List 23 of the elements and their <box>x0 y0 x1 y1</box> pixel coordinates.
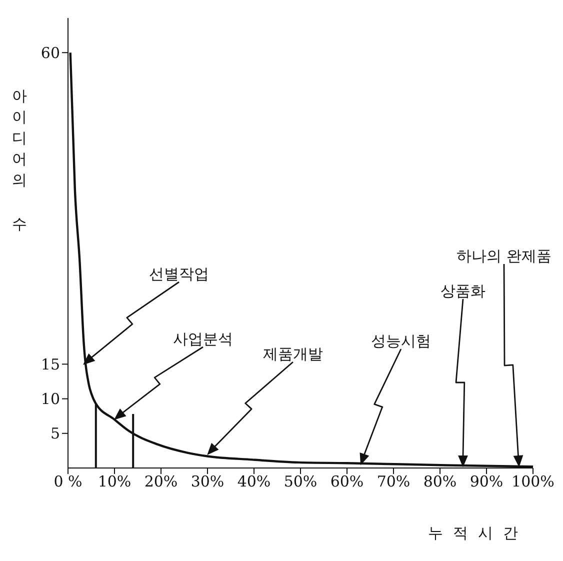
x-tick-label: 70% <box>376 472 410 491</box>
x-tick-label: 90% <box>470 472 504 491</box>
annotation: 사업분석 <box>173 330 233 348</box>
x-tick-label: 60% <box>330 472 364 491</box>
x-tick-label: 50% <box>284 472 318 491</box>
annotation: 하나의 완제품 <box>456 247 552 265</box>
x-tick-label: 40% <box>237 472 271 491</box>
x-tick-label: 10% <box>98 472 132 491</box>
x-axis-title: 누적시간 <box>428 524 528 542</box>
y-tick-label: 10 <box>40 390 60 408</box>
y-tick-label: 15 <box>40 355 60 374</box>
annotation: 상품화 <box>440 282 486 300</box>
x-tick-label: 30% <box>190 472 224 491</box>
annotation: 제품개발 <box>263 345 323 363</box>
annotation: 선별작업 <box>149 265 209 283</box>
x-tick-label: 100% <box>512 472 554 491</box>
annotation: 성능시험 <box>371 332 431 350</box>
x-tick-label: 0 % <box>54 472 82 491</box>
y-axis-title: 아이디어의 수 <box>10 78 29 228</box>
x-tick-label: 80% <box>423 472 457 491</box>
y-tick-label: 60 <box>40 44 60 62</box>
x-tick-label: 20% <box>144 472 178 491</box>
y-tick-label: 5 <box>50 424 60 443</box>
